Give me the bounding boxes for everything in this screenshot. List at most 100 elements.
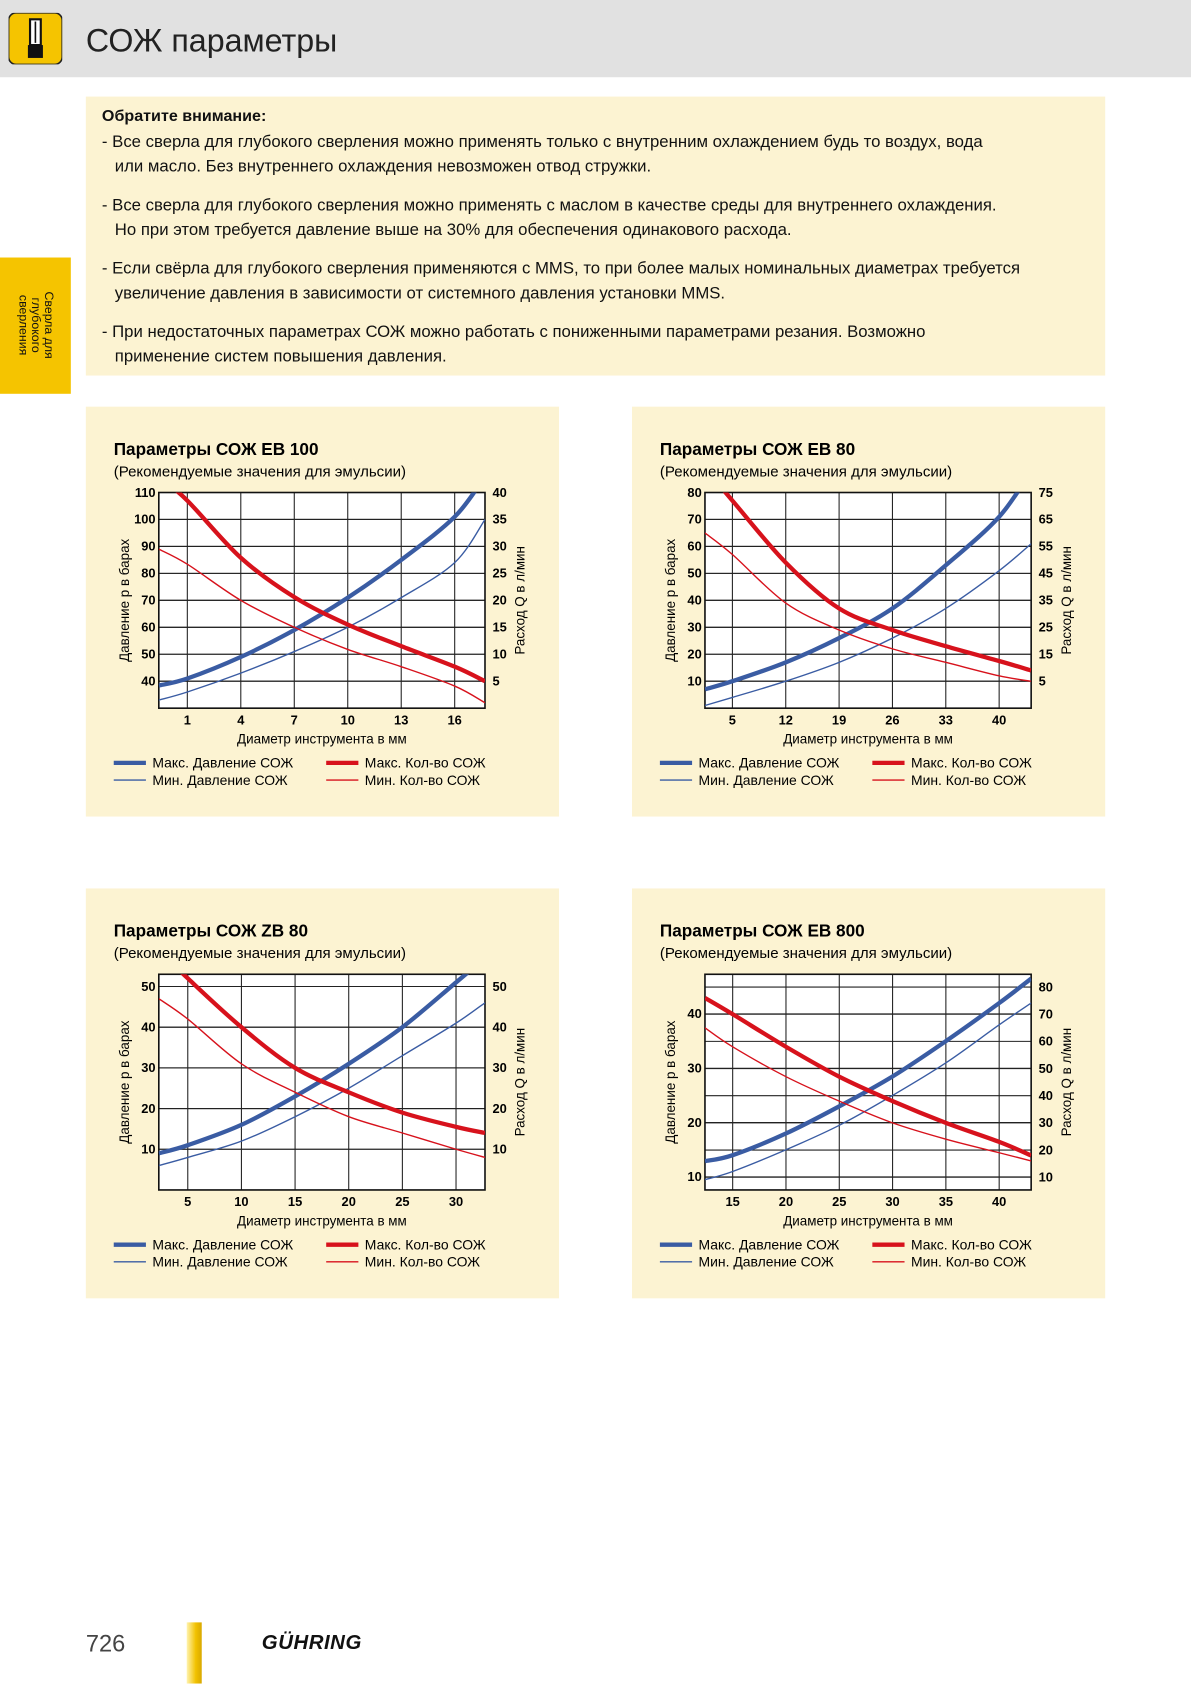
y-tick-label: 40 [141,674,155,689]
legend-label: Макс. Давление СОЖ [152,1237,293,1253]
x-tick-label: 20 [779,1194,793,1209]
notice-line: - Все сверла для глубокого сверления мож… [101,196,997,215]
y-axis-label: Давление р в барах [663,1020,678,1143]
chart-subtitle: (Рекомендуемые значения для эмульсии) [660,945,952,962]
y2-tick-label: 25 [493,566,507,581]
legend-label: Мин. Давление СОЖ [699,772,834,788]
notice-item: - Если свёрла для глубокого сверления пр… [102,258,1020,306]
notice-item: - Все сверла для глубокого сверления мож… [102,131,1020,179]
chart-title: Параметры СОЖ EB 800 [660,921,865,941]
series-line [180,974,485,1136]
y2-tick-label: 20 [1039,1142,1053,1157]
y-tick-label: 10 [687,1169,701,1184]
y2-tick-label: 20 [493,1101,507,1116]
y2-tick-label: 45 [1039,566,1053,581]
chart-subtitle: (Рекомендуемые значения для эмульсии) [114,463,406,480]
side-tab-line: Сверла для [41,291,55,359]
chart-panel: Параметры СОЖ EB 80 (Рекомендуемые значен… [631,406,1106,817]
y-tick-label: 50 [141,979,155,994]
x-axis-label: Диаметр инструмента в мм [783,732,953,747]
y-tick-label: 20 [687,647,701,662]
x-axis-label: Диаметр инструмента в мм [783,1213,953,1228]
notice-line: - При недостаточных параметрах СОЖ можно… [101,322,926,342]
y-axis-label: Давление р в барах [117,1020,132,1143]
x-tick-label: 4 [237,712,245,727]
y2-tick-label: 30 [1039,1115,1053,1130]
x-tick-label: 5 [184,1194,191,1209]
footer-bar [186,1622,202,1684]
y-tick-label: 80 [687,485,701,500]
y-tick-label: 40 [141,1019,155,1034]
chart-subtitle: (Рекомендуемые значения для эмульсии) [114,945,406,962]
x-tick-label: 35 [939,1194,953,1209]
header [0,0,1191,78]
y-tick-label: 30 [141,1060,155,1075]
x-tick-label: 15 [726,1194,740,1209]
notice-item: - Все сверла для глубокого сверления мож… [102,194,1020,242]
legend-label: Макс. Кол-во СОЖ [365,1237,486,1253]
y2-tick-label: 75 [1039,485,1053,500]
y-tick-label: 70 [687,512,701,527]
y-tick-label: 60 [141,620,155,635]
side-tab-line: глубокого [28,297,42,353]
y2-tick-label: 5 [1039,674,1046,689]
chart: Параметры СОЖ EB 100 (Рекомендуемые значе… [114,439,528,788]
page-title: СОЖ параметры [85,23,338,60]
chart: Параметры СОЖ EB 80 (Рекомендуемые значен… [659,439,1074,788]
x-tick-label: 25 [832,1194,846,1209]
chart-title: Параметры СОЖ EB 80 [660,439,855,459]
notice-title: Обратите внимание: [101,107,267,126]
chart: Параметры СОЖ EB 800 (Рекомендуемые значе… [659,921,1074,1270]
y2-tick-label: 50 [493,979,507,994]
series-line [704,1002,1032,1181]
legend-label: Макс. Кол-во СОЖ [911,1237,1032,1253]
side-tab: Сверла для глубокого сверления [0,257,71,394]
y2-tick-label: 15 [493,620,507,635]
y2-tick-label: 5 [493,674,500,689]
y-tick-label: 70 [141,593,155,608]
series-line [704,543,1032,707]
legend-label: Мин. Давление СОЖ [152,1254,287,1270]
series-line [704,996,1032,1158]
y2-tick-label: 20 [493,593,507,608]
x-tick-label: 13 [394,712,408,727]
logo: GÜHRING [261,1632,362,1655]
y2-tick-label: 65 [1039,512,1053,527]
x-tick-label: 40 [992,712,1006,727]
x-tick-label: 19 [832,712,846,727]
y-tick-label: 90 [141,539,155,554]
y2-tick-label: 35 [493,512,507,527]
y2-tick-label: 50 [1039,1061,1053,1076]
y-tick-label: 50 [141,647,155,662]
chart-title: Параметры СОЖ ZB 80 [114,921,308,941]
y-tick-label: 10 [687,674,701,689]
y2-axis-label: Расход Q в л/мин [1059,546,1074,655]
plot-frame [157,973,486,1191]
chart-panel: Параметры СОЖ ZB 80 (Рекомендуемые значен… [85,888,560,1299]
x-tick-label: 12 [779,712,793,727]
x-tick-label: 40 [992,1194,1006,1209]
y2-tick-label: 30 [493,539,507,554]
series-line [158,548,485,704]
y-axis-label: Давление р в барах [117,538,132,661]
y2-tick-label: 80 [1039,979,1053,994]
legend-label: Мин. Кол-во СОЖ [911,772,1026,788]
series-line [158,1002,485,1167]
y2-tick-label: 15 [1039,647,1053,662]
plot-frame [704,491,1032,709]
chart: Параметры СОЖ ZB 80 (Рекомендуемые значен… [114,921,528,1270]
series-line [704,1027,1032,1162]
notice-item: - При недостаточных параметрах СОЖ можно… [102,321,1020,369]
chart-panel: Параметры СОЖ EB 100 (Рекомендуемые значе… [85,406,560,817]
plot-frame [704,973,1032,1191]
y2-tick-label: 55 [1039,539,1053,554]
x-tick-label: 26 [885,712,899,727]
y-tick-label: 30 [687,1061,701,1076]
legend-label: Мин. Кол-во СОЖ [911,1254,1026,1270]
y2-tick-label: 10 [493,647,507,662]
y-tick-label: 110 [135,485,156,500]
legend-label: Мин. Давление СОЖ [152,772,287,788]
x-tick-label: 10 [234,1194,248,1209]
y2-axis-label: Расход Q в л/мин [513,1028,528,1137]
